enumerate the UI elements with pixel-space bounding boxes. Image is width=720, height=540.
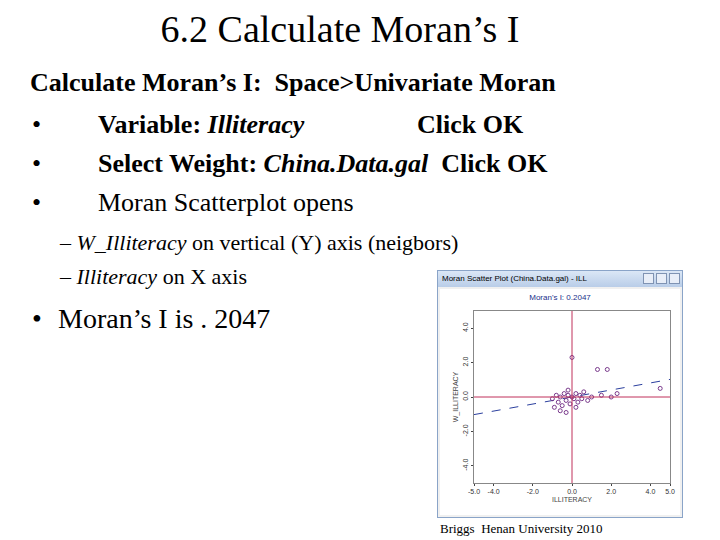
svg-text:-4.0: -4.0 xyxy=(488,488,500,495)
svg-text:2.0: 2.0 xyxy=(462,357,469,367)
html-text:Calculate Moran’s I: Space>Uni: Calculate Moran’s I: Space>Univariate Mo… xyxy=(30,68,556,97)
html-text:Click OK: Click OK xyxy=(417,110,524,139)
html-text:Select Weight: China.Data.gal: Select Weight: China.Data.gal Click OK xyxy=(98,149,548,178)
svg-text:4.0: 4.0 xyxy=(646,488,656,495)
html-text:Briggs Henan University 2010: Briggs Henan University 2010 xyxy=(440,521,603,536)
html-text:Variable: Illiteracy: Variable: Illiteracy xyxy=(98,110,305,139)
svg-text:Moran's I: 0.2047: Moran's I: 0.2047 xyxy=(529,293,591,302)
svg-text:2.0: 2.0 xyxy=(606,488,616,495)
svg-text:-5.0: -5.0 xyxy=(468,488,480,495)
svg-text:4.0: 4.0 xyxy=(462,322,469,332)
html-text:6.2 Calculate Moran’s I: 6.2 Calculate Moran’s I xyxy=(160,8,520,50)
svg-text:-2.0: -2.0 xyxy=(527,488,539,495)
svg-text:ILLITERACY: ILLITERACY xyxy=(552,496,592,503)
html-text:Moran Scatterplot opens: Moran Scatterplot opens xyxy=(98,188,354,217)
svg-text:W_ILLITERACY: W_ILLITERACY xyxy=(452,371,460,422)
svg-text:0.0: 0.0 xyxy=(462,391,469,401)
html-text:– W_Illiteracy on vertical (Y): – W_Illiteracy on vertical (Y) axis (nei… xyxy=(60,230,459,255)
svg-text:-4.0: -4.0 xyxy=(462,459,469,471)
html-text:Moran’s I is . 2047: Moran’s I is . 2047 xyxy=(58,303,271,334)
svg-text:-2.0: -2.0 xyxy=(462,424,469,436)
svg-text:5.0: 5.0 xyxy=(665,488,675,495)
html-text:Moran Scatter Plot (China.Data: Moran Scatter Plot (China.Data.gal) - IL… xyxy=(442,274,587,283)
svg-text:0.0: 0.0 xyxy=(567,488,577,495)
html-text:– Illiteracy on X axis: – Illiteracy on X axis xyxy=(60,264,247,289)
